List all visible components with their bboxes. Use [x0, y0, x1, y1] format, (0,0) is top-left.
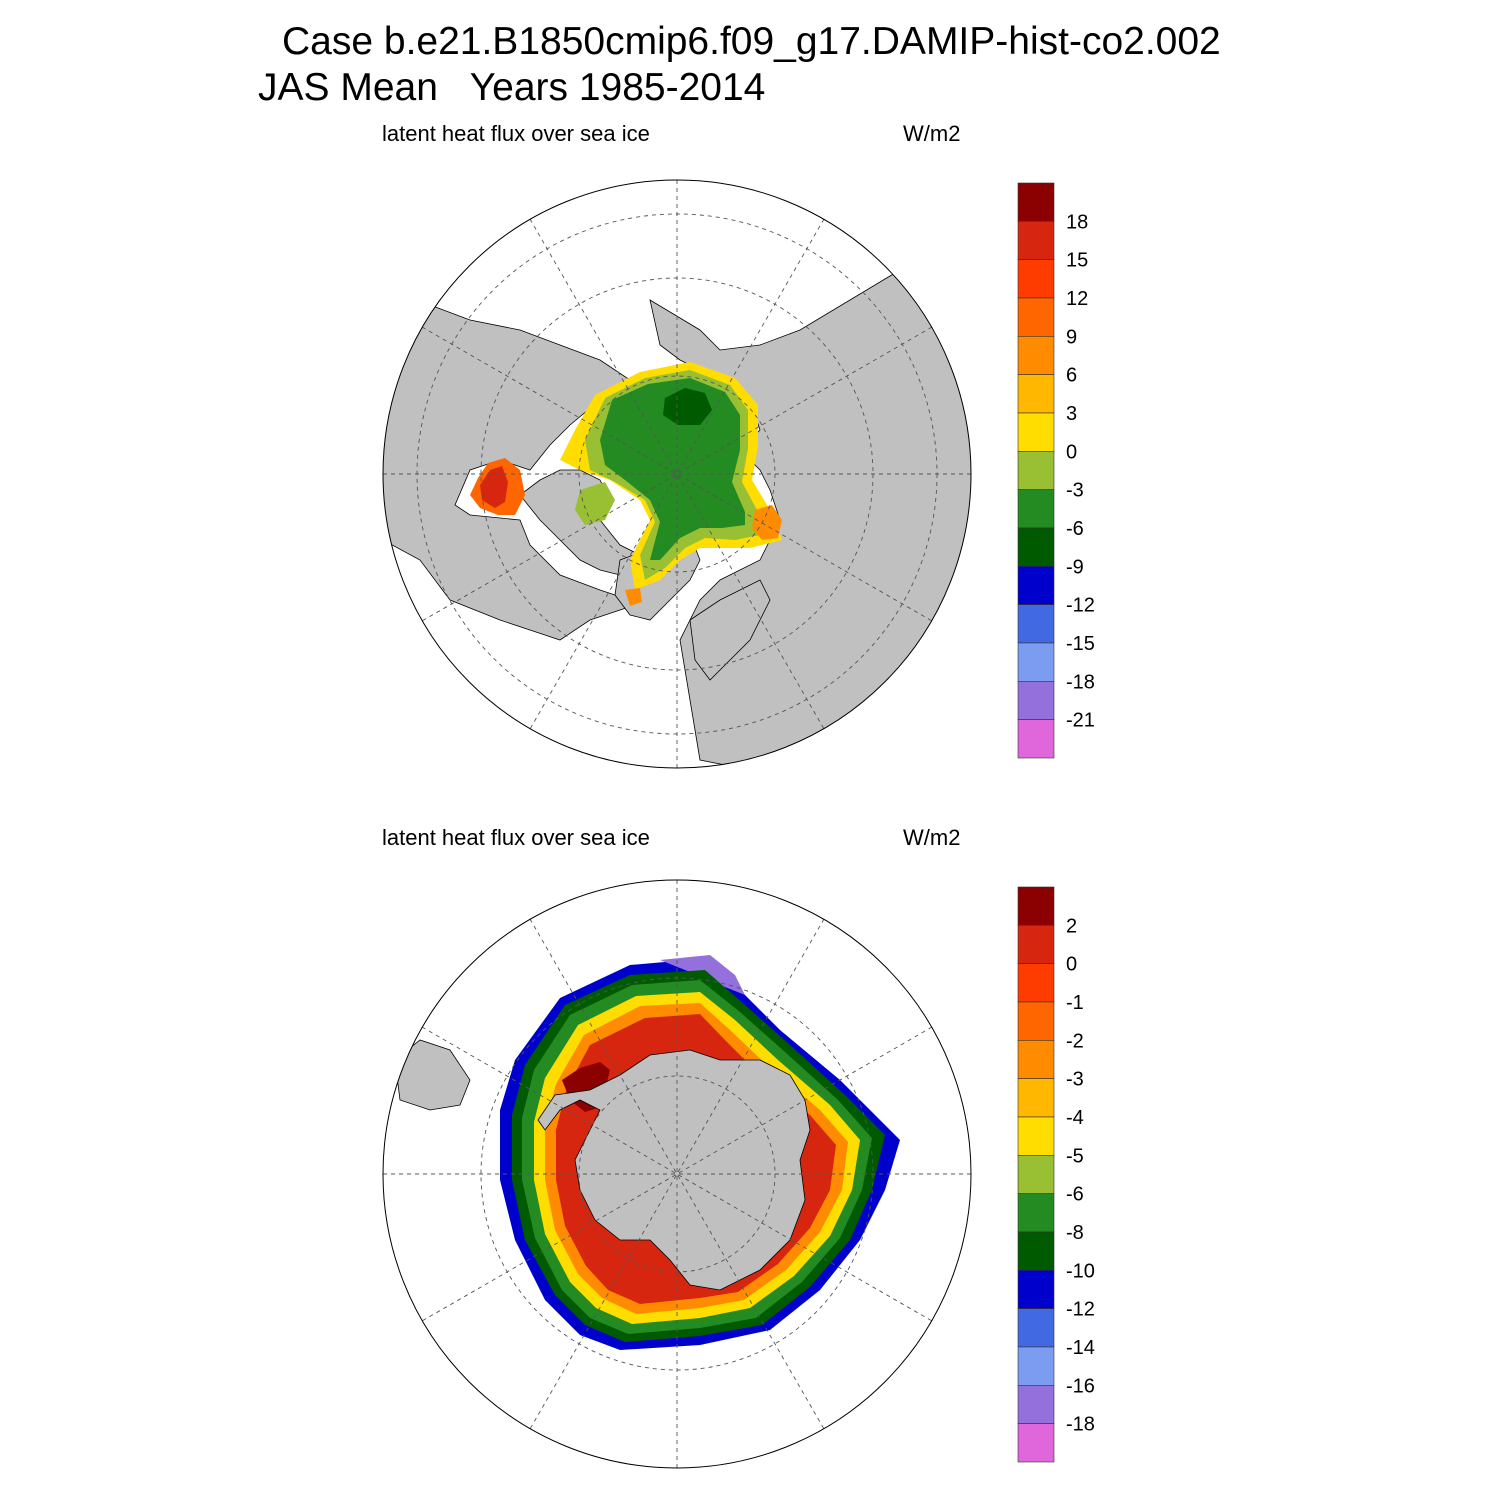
south-graticule	[383, 880, 971, 1468]
south-colorbar-tick-label: -6	[1066, 1184, 1084, 1206]
north-colorbar-swatch-3	[1017, 297, 1055, 337]
south-colorbar-tick-label: -5	[1066, 1145, 1084, 1167]
south-colorbar-swatch-13	[1017, 1385, 1055, 1424]
north-colorbar-swatch-4	[1017, 336, 1055, 375]
south-colorbar-swatch-2	[1017, 963, 1055, 1003]
north-colorbar: 18 15 12 9 6 3 0 -3 -6 -9 -12 -15 -18 -21	[1017, 182, 1095, 759]
south-colorbar-tick-label: -16	[1066, 1375, 1095, 1397]
south-colorbar-swatch-14	[1017, 1423, 1055, 1463]
south-colorbar: 2 0 -1 -2 -3 -4 -5 -6 -8 -10 -12 -14 -16 -18	[1017, 886, 1095, 1463]
kara-orange-patch	[752, 505, 782, 540]
south-colorbar-swatch-5	[1017, 1078, 1055, 1118]
scandinavia-land	[689, 579, 771, 681]
arctic-ice-dark-green	[663, 388, 712, 425]
south-colorbar-tick-label: -10	[1066, 1260, 1095, 1282]
south-colorbar-swatch-10	[1017, 1270, 1055, 1309]
south-colorbar-swatch-0	[1017, 886, 1055, 926]
north-colorbar-tick-label: 6	[1066, 365, 1077, 387]
north-colorbar-swatch-6	[1017, 412, 1055, 452]
north-colorbar-tick-label: -15	[1066, 633, 1095, 655]
north-colorbar-tick-label: 15	[1066, 250, 1088, 272]
greenland-sea-patch	[625, 588, 642, 606]
south-america-land	[394, 1039, 471, 1111]
south-colorbar-tick-label: -12	[1066, 1299, 1095, 1321]
south-colorbar-tick-label: -3	[1066, 1069, 1084, 1091]
north-colorbar-swatch-0	[1017, 182, 1055, 222]
north-colorbar-swatch-10	[1017, 566, 1055, 605]
north-colorbar-swatch-9	[1017, 527, 1055, 567]
south-colorbar-swatch-6	[1017, 1116, 1055, 1156]
south-colorbar-swatch-4	[1017, 1040, 1055, 1079]
north-colorbar-swatch-14	[1017, 719, 1055, 759]
hudson-red-patch	[480, 466, 508, 508]
north-colorbar-tick-label: 9	[1066, 326, 1077, 348]
north-colorbar-tick-label: -21	[1066, 710, 1095, 732]
north-colorbar-swatch-1	[1017, 221, 1055, 260]
south-colorbar-swatch-9	[1017, 1231, 1055, 1271]
south-colorbar-swatch-8	[1017, 1193, 1055, 1233]
south-colorbar-tick-label: 2	[1066, 915, 1077, 937]
south-colorbar-tick-label: -1	[1066, 992, 1084, 1014]
season-years-title: JAS Mean Years 1985-2014	[258, 66, 766, 109]
north-colorbar-swatch-11	[1017, 604, 1055, 644]
north-colorbar-tick-label: 18	[1066, 211, 1088, 233]
north-variable-label: latent heat flux over sea ice	[382, 121, 650, 146]
arctic-ice-green	[600, 378, 745, 560]
north-polar-map	[382, 179, 972, 769]
south-colorbar-tick-label: -8	[1066, 1222, 1084, 1244]
case-title: Case b.e21.B1850cmip6.f09_g17.DAMIP-hist…	[282, 20, 1221, 63]
baffin-light-green	[575, 482, 615, 525]
north-colorbar-swatch-7	[1017, 451, 1055, 490]
antarctica-land	[537, 1049, 811, 1291]
south-colorbar-tick-label: -2	[1066, 1030, 1084, 1052]
south-units-label: W/m2	[903, 825, 961, 850]
north-colorbar-tick-label: -18	[1066, 671, 1095, 693]
north-colorbar-swatch-12	[1017, 642, 1055, 682]
north-colorbar-swatch-2	[1017, 259, 1055, 299]
north-colorbar-tick-label: -12	[1066, 595, 1095, 617]
north-colorbar-tick-label: -6	[1066, 518, 1084, 540]
north-colorbar-tick-label: 3	[1066, 403, 1077, 425]
north-graticule	[383, 180, 971, 768]
south-polar-map	[382, 879, 972, 1469]
south-colorbar-swatch-1	[1017, 925, 1055, 964]
north-colorbar-swatch-13	[1017, 681, 1055, 720]
south-colorbar-tick-label: -14	[1066, 1337, 1095, 1359]
south-colorbar-tick-label: -4	[1066, 1107, 1084, 1129]
north-colorbar-tick-label: 12	[1066, 288, 1088, 310]
north-colorbar-tick-label: 0	[1066, 441, 1077, 463]
south-colorbar-swatch-12	[1017, 1346, 1055, 1386]
north-colorbar-tick-label: -9	[1066, 556, 1084, 578]
north-colorbar-tick-label: -3	[1066, 480, 1084, 502]
north-colorbar-swatch-8	[1017, 489, 1055, 529]
south-colorbar-tick-label: -18	[1066, 1414, 1095, 1436]
south-colorbar-swatch-3	[1017, 1001, 1055, 1041]
north-colorbar-swatch-5	[1017, 374, 1055, 414]
north-units-label: W/m2	[903, 121, 961, 146]
south-variable-label: latent heat flux over sea ice	[382, 825, 650, 850]
south-colorbar-swatch-11	[1017, 1308, 1055, 1348]
south-colorbar-tick-label: 0	[1066, 954, 1077, 976]
south-colorbar-swatch-7	[1017, 1155, 1055, 1194]
